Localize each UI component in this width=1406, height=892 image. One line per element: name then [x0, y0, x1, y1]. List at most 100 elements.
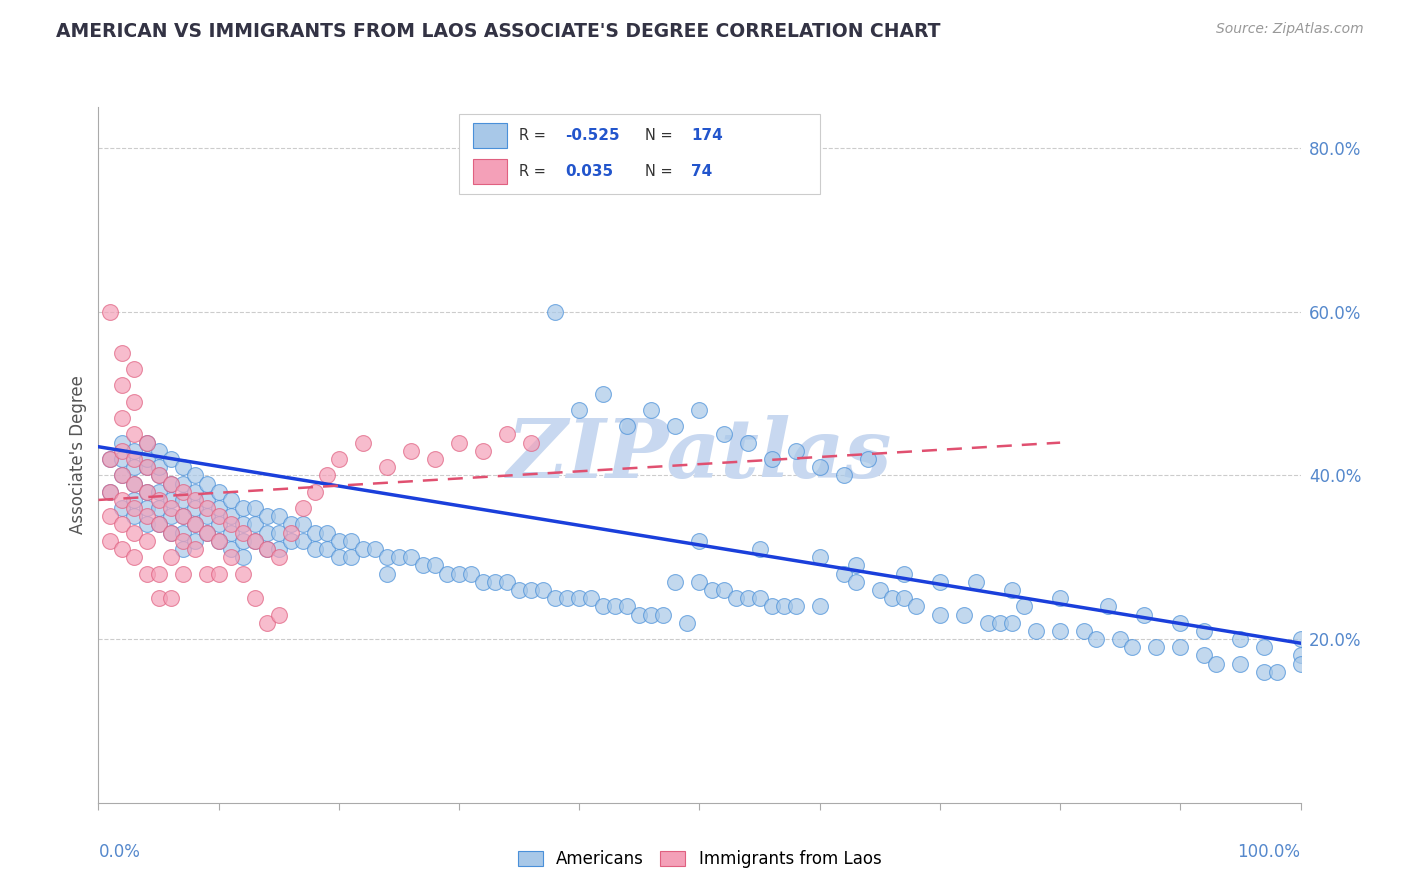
Point [219, 509, 242, 524]
Point [243, 517, 266, 532]
Point [1097, 599, 1119, 614]
Point [195, 492, 218, 507]
Point [845, 574, 868, 589]
Point [1109, 632, 1132, 646]
Point [496, 574, 519, 589]
Point [928, 574, 950, 589]
Point [689, 403, 711, 417]
Point [219, 525, 242, 540]
Point [124, 501, 146, 516]
Point [172, 492, 194, 507]
Point [208, 501, 231, 516]
Point [893, 591, 915, 606]
Point [869, 582, 891, 597]
Point [328, 550, 350, 565]
Point [135, 460, 157, 475]
Text: -0.525: -0.525 [565, 128, 620, 143]
Point [111, 378, 134, 392]
Point [195, 525, 218, 540]
Point [111, 492, 134, 507]
Point [267, 542, 290, 557]
Point [1229, 632, 1251, 646]
Point [1253, 665, 1275, 679]
Point [544, 304, 567, 318]
Point [436, 566, 458, 581]
Point [1073, 624, 1095, 638]
Point [159, 550, 181, 565]
FancyBboxPatch shape [458, 114, 820, 194]
Point [172, 509, 194, 524]
Point [183, 484, 205, 499]
Point [183, 517, 205, 532]
Point [544, 591, 567, 606]
Point [953, 607, 976, 622]
Point [772, 599, 794, 614]
Point [700, 582, 723, 597]
Point [219, 517, 242, 532]
Point [124, 452, 146, 467]
Point [1253, 640, 1275, 655]
Text: ZIPatlas: ZIPatlas [506, 415, 893, 495]
Point [243, 533, 266, 548]
Point [447, 435, 470, 450]
Point [243, 591, 266, 606]
Text: Source: ZipAtlas.com: Source: ZipAtlas.com [1216, 22, 1364, 37]
Point [856, 452, 879, 467]
Point [713, 427, 735, 442]
Point [159, 476, 181, 491]
Point [447, 566, 470, 581]
Point [159, 476, 181, 491]
Point [628, 607, 651, 622]
Point [159, 452, 181, 467]
Point [328, 452, 350, 467]
Point [388, 550, 411, 565]
Point [243, 533, 266, 548]
Text: N =: N = [645, 128, 678, 143]
Point [135, 509, 157, 524]
Point [148, 443, 170, 458]
Point [148, 492, 170, 507]
Point [1085, 632, 1108, 646]
Point [267, 607, 290, 622]
Point [208, 517, 231, 532]
Point [977, 615, 1000, 630]
Point [592, 386, 614, 401]
Point [172, 542, 194, 557]
Point [315, 542, 337, 557]
Text: 74: 74 [692, 164, 713, 179]
Point [124, 394, 146, 409]
Point [148, 501, 170, 516]
Point [1001, 582, 1024, 597]
Point [100, 484, 122, 499]
Point [219, 550, 242, 565]
FancyBboxPatch shape [474, 159, 508, 185]
Point [328, 533, 350, 548]
Point [111, 452, 134, 467]
Point [111, 443, 134, 458]
Point [172, 509, 194, 524]
Point [1194, 648, 1216, 663]
Point [1049, 624, 1071, 638]
Point [291, 533, 314, 548]
Point [581, 591, 603, 606]
Point [159, 492, 181, 507]
Point [568, 591, 591, 606]
Point [364, 542, 387, 557]
Point [183, 533, 205, 548]
Point [111, 411, 134, 425]
Point [472, 574, 495, 589]
Point [183, 468, 205, 483]
Point [605, 599, 627, 614]
Point [267, 525, 290, 540]
Point [159, 525, 181, 540]
Point [124, 509, 146, 524]
Point [399, 443, 422, 458]
Point [148, 484, 170, 499]
Point [340, 550, 363, 565]
Point [111, 345, 134, 359]
Point [208, 509, 231, 524]
Point [315, 468, 337, 483]
Point [135, 460, 157, 475]
Point [375, 550, 398, 565]
Point [124, 525, 146, 540]
